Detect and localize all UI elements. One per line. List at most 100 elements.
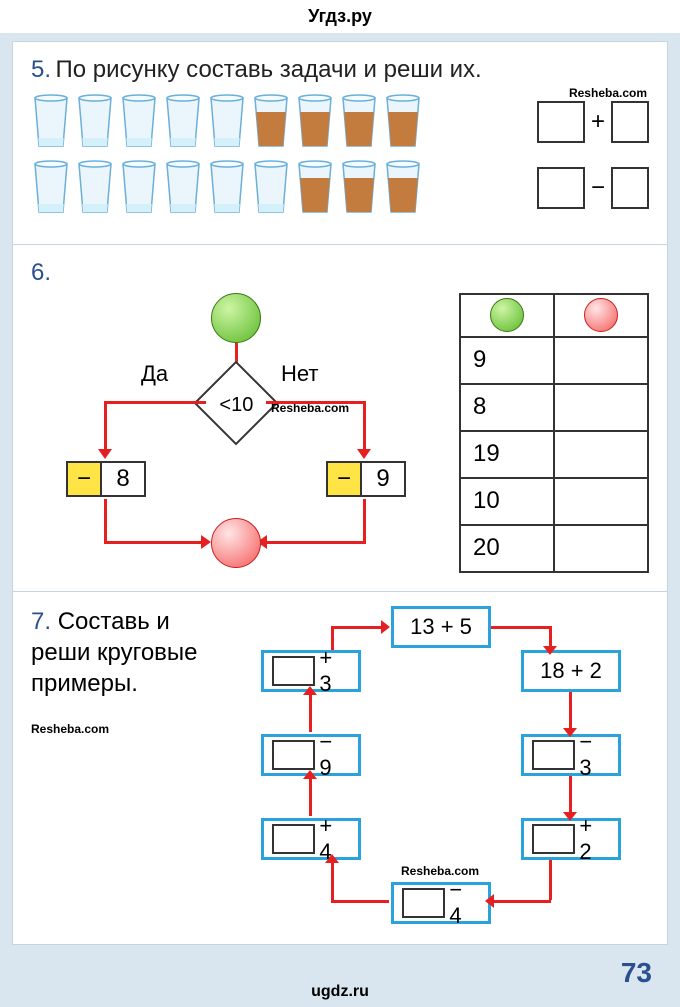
glass-full-icon xyxy=(251,94,291,150)
glass-full-icon xyxy=(295,94,335,150)
output-cell[interactable] xyxy=(554,337,648,384)
arrowhead-down-icon xyxy=(98,449,112,459)
output-cell[interactable] xyxy=(554,525,648,572)
arrow xyxy=(309,692,312,732)
glass-full-icon xyxy=(383,160,423,216)
arrow xyxy=(331,626,334,650)
task7-num: 7. xyxy=(31,608,51,635)
arrow xyxy=(331,860,334,902)
input-box[interactable] xyxy=(272,656,315,686)
task7-heading: 7. Составь и реши круговые примеры. Resh… xyxy=(31,606,231,926)
op-box-right: − 9 xyxy=(326,461,406,497)
input-box[interactable] xyxy=(537,167,585,209)
op-minus: − xyxy=(591,174,605,202)
task-5: 5. По рисунку составь задачи и реши их. … xyxy=(13,42,667,245)
footer-site: ugdz.ru xyxy=(311,983,369,1001)
watermark: Resheba.com xyxy=(31,722,231,738)
input-box[interactable] xyxy=(537,101,585,143)
op-text: − 4 xyxy=(449,877,480,929)
task5-title: По рисунку составь задачи и реши их. xyxy=(55,56,481,83)
output-cell[interactable] xyxy=(554,384,648,431)
table-row: 9 xyxy=(460,337,648,384)
input-box[interactable] xyxy=(532,824,575,854)
input-box[interactable] xyxy=(611,167,649,209)
task5-row1-expr: + xyxy=(537,101,649,143)
arrow xyxy=(331,626,385,629)
glass-full-icon xyxy=(295,160,335,216)
input-cell: 10 xyxy=(460,478,554,525)
arrow xyxy=(104,499,107,543)
op-plus: + xyxy=(591,108,605,136)
arrow xyxy=(569,776,572,816)
arrowhead-up-icon xyxy=(303,770,317,779)
op-text: + 3 xyxy=(319,645,350,697)
page-number: 73 xyxy=(621,957,652,989)
input-cell: 20 xyxy=(460,525,554,572)
op-minus-icon: − xyxy=(66,461,102,497)
task5-row2: − xyxy=(31,160,649,216)
glass-empty-icon xyxy=(75,94,115,150)
arrowhead-up-icon xyxy=(325,854,339,863)
input-box[interactable] xyxy=(532,740,575,770)
glass-empty-icon xyxy=(207,94,247,150)
arrow xyxy=(363,401,366,453)
arrow xyxy=(104,401,206,404)
c-box-bottom: − 4 xyxy=(391,882,491,924)
input-cell: 19 xyxy=(460,431,554,478)
arrow xyxy=(493,900,551,903)
arrow xyxy=(569,692,572,732)
arrow xyxy=(363,499,366,543)
green-circle-icon xyxy=(490,298,524,332)
input-cell: 8 xyxy=(460,384,554,431)
c-box-tr: 18 + 2 xyxy=(521,650,621,692)
task5-row2-expr: − xyxy=(537,167,649,209)
c-box-r: − 3 xyxy=(521,734,621,776)
op-text: − 3 xyxy=(579,729,610,781)
arrowhead-right-icon xyxy=(381,620,390,634)
th-green xyxy=(460,294,554,337)
op-value: 9 xyxy=(362,461,406,497)
table-row: 8 xyxy=(460,384,648,431)
task-7: 7. Составь и реши круговые примеры. Resh… xyxy=(13,592,667,944)
output-cell[interactable] xyxy=(554,478,648,525)
glass-empty-icon xyxy=(163,94,203,150)
glass-empty-icon xyxy=(75,160,115,216)
task-6: 6. <10 Да Нет Resheba.com xyxy=(13,245,667,592)
task6-table: 98191020 xyxy=(459,293,649,573)
arrowhead-down-icon xyxy=(563,728,577,737)
c-box-br: + 2 xyxy=(521,818,621,860)
arrowhead-down-icon xyxy=(543,646,557,655)
arrow xyxy=(266,401,366,404)
input-box[interactable] xyxy=(611,101,649,143)
glass-full-icon xyxy=(383,94,423,150)
yes-label: Да xyxy=(141,361,168,387)
input-box[interactable] xyxy=(272,824,315,854)
glass-full-icon xyxy=(339,160,379,216)
arrow xyxy=(331,900,389,903)
arrowhead-down-icon xyxy=(563,812,577,821)
table-row: 19 xyxy=(460,431,648,478)
input-box[interactable] xyxy=(402,888,445,918)
op-value: 8 xyxy=(102,461,146,497)
header-site: Угдз.ру xyxy=(0,0,680,33)
task5-rows: + xyxy=(31,94,649,216)
c-box-bl: + 4 xyxy=(261,818,361,860)
condition-label: <10 xyxy=(206,394,266,417)
glass-empty-icon xyxy=(119,94,159,150)
output-cell[interactable] xyxy=(554,431,648,478)
glass-full-icon xyxy=(339,94,379,150)
glass-empty-icon xyxy=(31,160,71,216)
input-box[interactable] xyxy=(272,740,315,770)
table-row: 10 xyxy=(460,478,648,525)
th-red xyxy=(554,294,648,337)
task5-num: 5. xyxy=(31,56,51,83)
no-label: Нет xyxy=(281,361,318,387)
arrowhead-right-icon xyxy=(201,535,211,549)
flowchart: <10 Да Нет Resheba.com − 8 − xyxy=(31,293,439,573)
arrow xyxy=(266,541,366,544)
op-box-left: − 8 xyxy=(66,461,146,497)
op-minus-icon: − xyxy=(326,461,362,497)
watermark: Resheba.com xyxy=(401,864,479,878)
arrowhead-up-icon xyxy=(303,686,317,695)
task5-row1: + xyxy=(31,94,649,150)
